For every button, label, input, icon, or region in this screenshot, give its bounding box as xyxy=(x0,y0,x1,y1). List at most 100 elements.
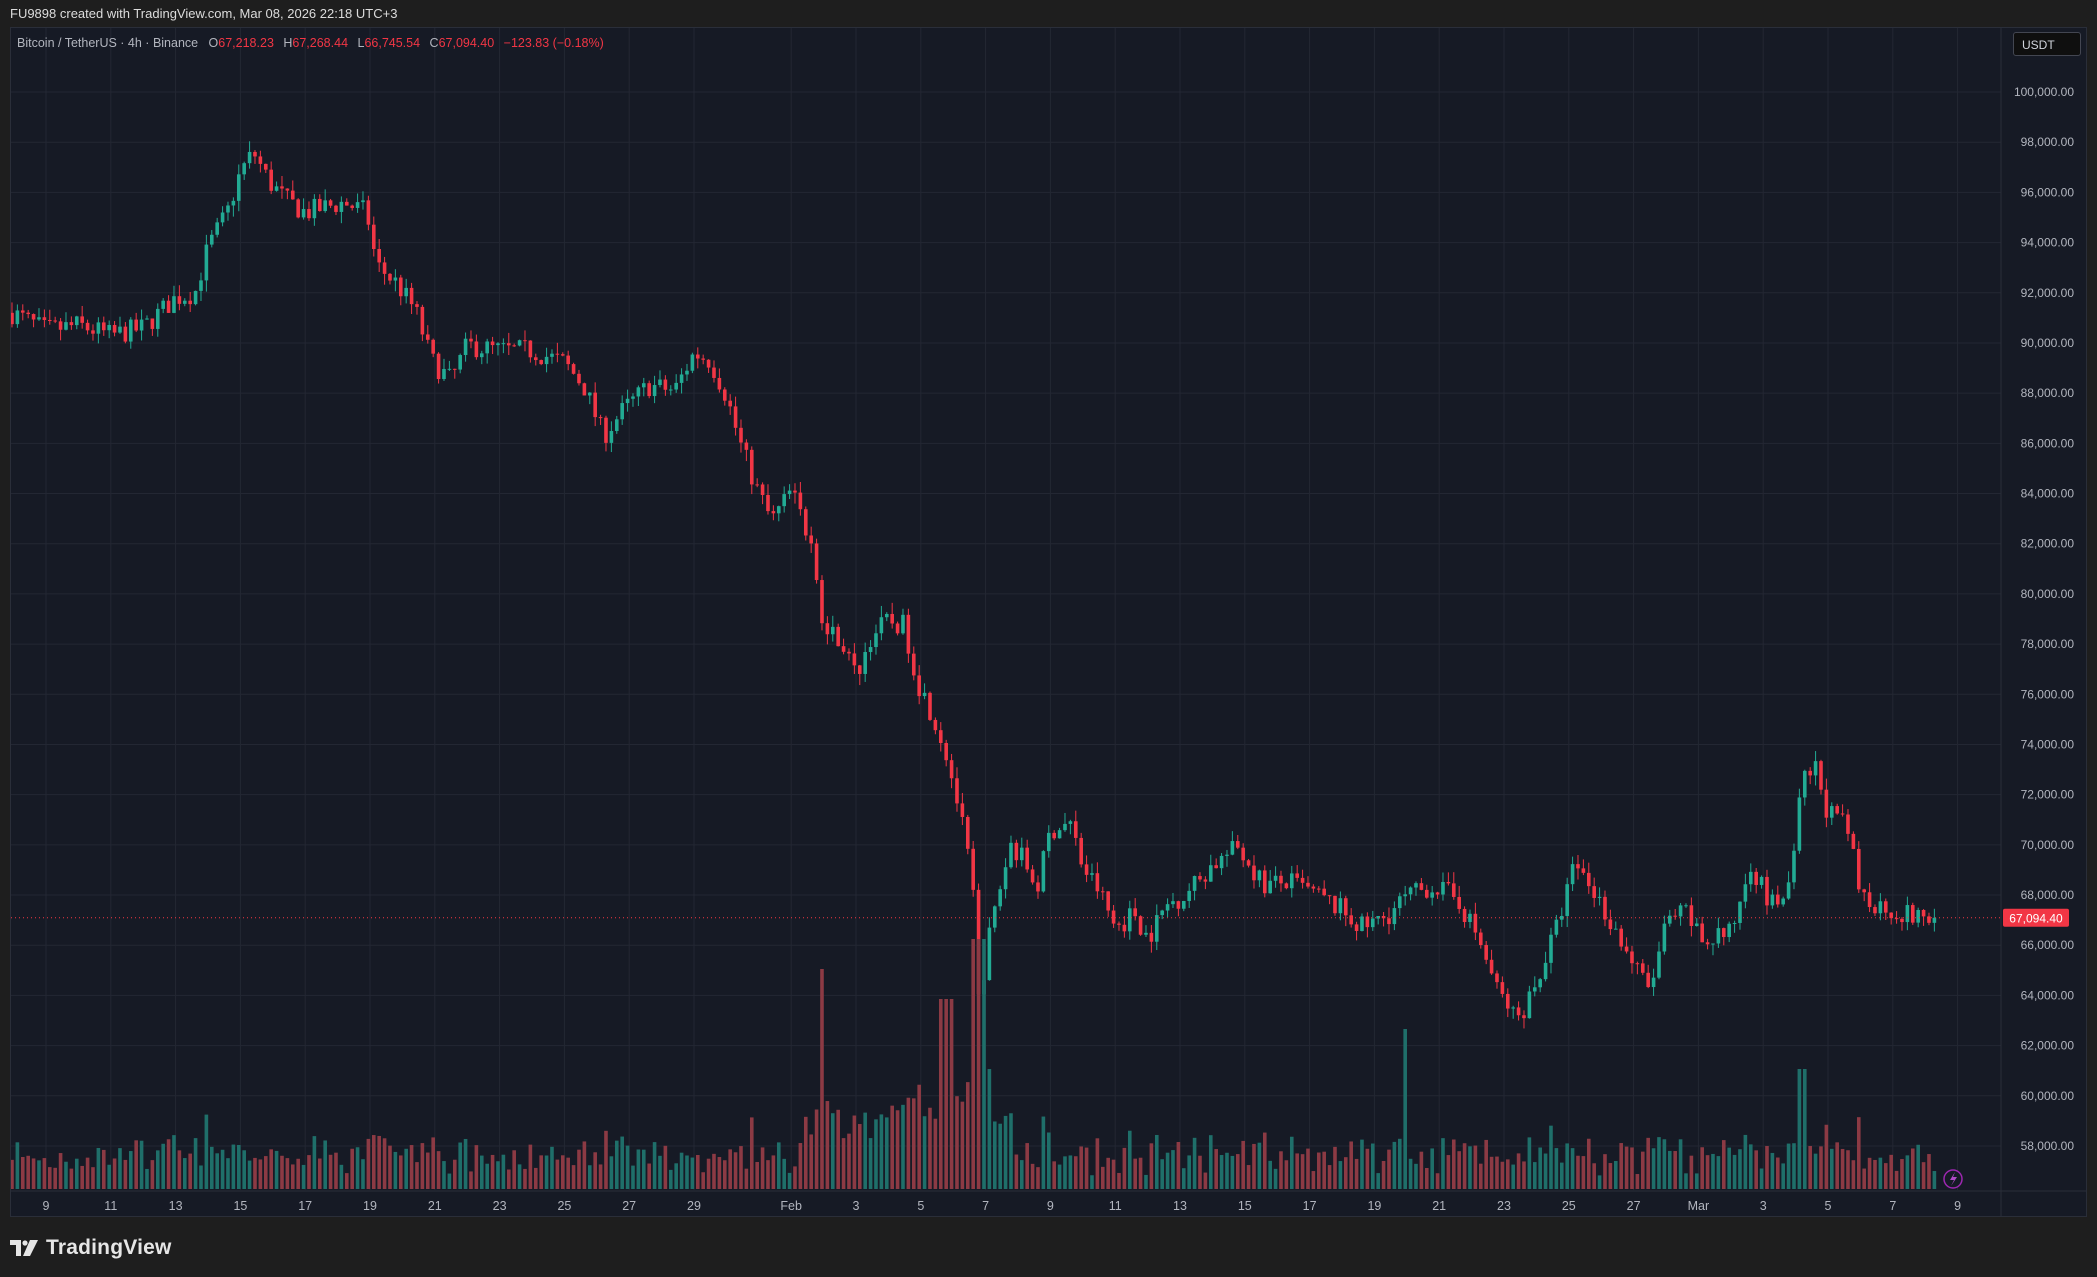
volume-bar xyxy=(1781,1163,1785,1189)
price-tick-label: 72,000.00 xyxy=(2021,788,2075,802)
volume-bar xyxy=(901,1104,905,1189)
candle-body xyxy=(1646,972,1650,988)
candle-body xyxy=(587,392,592,396)
candle-body xyxy=(992,906,997,928)
volume-bar xyxy=(1446,1155,1451,1189)
candle-body xyxy=(739,427,743,443)
candle-body xyxy=(1738,901,1742,923)
candle-body xyxy=(955,778,959,804)
volume-bar xyxy=(1160,1159,1164,1189)
volume-bar xyxy=(836,1109,840,1189)
price-tick-label: 90,000.00 xyxy=(2021,336,2075,350)
volume-bar xyxy=(782,1158,786,1189)
volume-bar xyxy=(1262,1132,1267,1189)
time-tick-label: 5 xyxy=(1825,1199,1832,1213)
volume-bar xyxy=(290,1164,295,1189)
price-chart[interactable]: 58,000.00 60,000.00 62,000.00 64,000.00 66,0… xyxy=(11,28,2087,1217)
volume-bar xyxy=(1257,1142,1262,1189)
volume-bar xyxy=(1252,1143,1256,1189)
volume-bar xyxy=(798,1143,803,1189)
candle-body xyxy=(377,248,381,263)
volume-bar xyxy=(1916,1144,1920,1189)
candle-body xyxy=(1176,901,1181,909)
volume-bar xyxy=(242,1150,246,1189)
candle-body xyxy=(1279,875,1283,884)
candle-body xyxy=(118,326,122,333)
volume-bar xyxy=(1846,1150,1850,1189)
candle-body xyxy=(555,353,560,355)
candle-body xyxy=(101,322,106,331)
candle-body xyxy=(857,665,862,674)
currency-button[interactable]: USDT xyxy=(2013,32,2081,56)
volume-bar xyxy=(199,1165,203,1189)
candle-body xyxy=(1608,919,1613,930)
candle-body xyxy=(431,339,435,354)
volume-bar xyxy=(1619,1143,1623,1189)
volume-bar xyxy=(647,1163,651,1189)
candle-body xyxy=(1046,832,1051,852)
volume-bar xyxy=(1786,1143,1791,1189)
price-tick-label: 66,000.00 xyxy=(2021,938,2075,952)
candle-body xyxy=(1630,951,1634,964)
candle-body xyxy=(517,340,522,346)
high-label: H xyxy=(283,36,293,50)
volume-bar xyxy=(209,1146,214,1189)
volume-bar xyxy=(485,1163,489,1189)
candle-body xyxy=(58,321,63,330)
volume-bar xyxy=(874,1119,878,1189)
price-tick-label: 82,000.00 xyxy=(2021,537,2075,551)
volume-bar xyxy=(1349,1141,1353,1189)
candle-body xyxy=(188,300,192,305)
candle-body xyxy=(1219,855,1224,869)
volume-bar xyxy=(1279,1151,1283,1189)
volume-bar xyxy=(560,1155,565,1189)
volume-bar xyxy=(1435,1173,1440,1189)
candle-body xyxy=(398,277,403,297)
volume-bar xyxy=(1716,1156,1721,1189)
open-label: O xyxy=(208,36,219,50)
candle-body xyxy=(685,370,689,375)
volume-bar xyxy=(852,1115,857,1189)
candle-body xyxy=(695,354,700,359)
candle-body xyxy=(593,392,597,418)
volume-bar xyxy=(506,1169,511,1189)
candle-body xyxy=(901,614,905,634)
volume-bar xyxy=(917,1084,921,1189)
volume-bar xyxy=(501,1154,506,1189)
candle-body xyxy=(609,431,614,443)
volume-bar xyxy=(1338,1161,1343,1189)
candle-body xyxy=(155,308,160,329)
volume-bar xyxy=(1095,1138,1100,1189)
volume-bar xyxy=(949,999,954,1189)
chart-frame[interactable]: 58,000.00 60,000.00 62,000.00 64,000.00 66,0… xyxy=(10,27,2087,1217)
candle-body xyxy=(1835,806,1839,814)
candle-body xyxy=(334,205,338,212)
candle-body xyxy=(1808,770,1812,776)
candle-body xyxy=(1765,876,1769,906)
time-tick-label: 7 xyxy=(1889,1199,1896,1213)
candle-body xyxy=(1484,945,1488,960)
candle-body xyxy=(1009,842,1013,868)
candle-body xyxy=(339,201,344,212)
volume-bar xyxy=(749,1117,754,1189)
lightning-icon[interactable] xyxy=(1943,1169,1963,1189)
volume-bar xyxy=(1284,1160,1289,1189)
volume-bar xyxy=(1732,1154,1737,1189)
price-tick-label: 62,000.00 xyxy=(2021,1039,2075,1053)
candle-body xyxy=(64,322,68,330)
volume-bar xyxy=(474,1145,479,1189)
price-tick-label: 86,000.00 xyxy=(2021,436,2075,450)
candle-body xyxy=(1198,876,1202,880)
candle-body xyxy=(1419,883,1424,890)
volume-bar xyxy=(42,1158,47,1189)
volume-bar xyxy=(814,1109,819,1189)
candle-body xyxy=(1327,895,1332,897)
volume-bar xyxy=(1516,1153,1521,1189)
volume-bar xyxy=(226,1158,230,1189)
candle-body xyxy=(760,484,765,495)
volume-bar xyxy=(469,1171,473,1189)
candle-body xyxy=(1468,913,1472,923)
candle-body xyxy=(971,848,975,890)
candle-body xyxy=(787,490,792,495)
candle-body xyxy=(793,490,797,493)
